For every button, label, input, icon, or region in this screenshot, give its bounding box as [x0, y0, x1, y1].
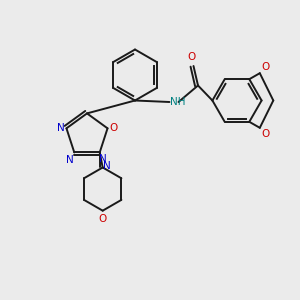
Text: O: O	[261, 129, 270, 139]
Text: N: N	[57, 123, 65, 133]
Text: N: N	[66, 155, 74, 166]
Text: N: N	[99, 154, 106, 164]
Text: O: O	[99, 214, 107, 224]
Text: O: O	[188, 52, 196, 62]
Text: N: N	[103, 161, 110, 171]
Text: O: O	[109, 123, 117, 133]
Text: O: O	[261, 62, 270, 72]
Text: NH: NH	[170, 97, 186, 107]
